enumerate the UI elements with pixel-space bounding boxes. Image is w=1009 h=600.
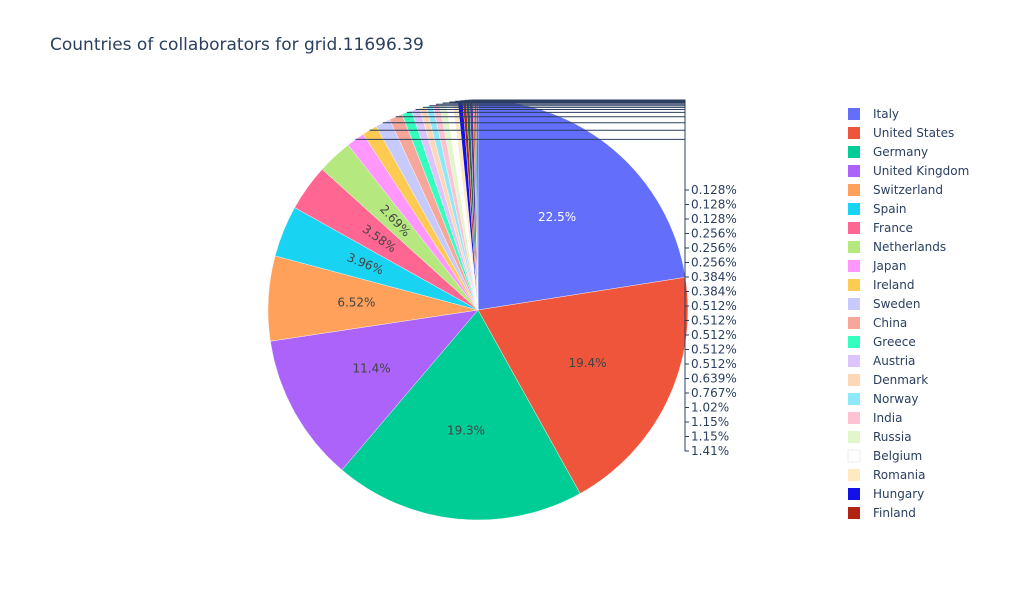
legend-item-netherlands[interactable]: Netherlands — [848, 240, 946, 254]
legend-item-india[interactable]: India — [848, 411, 902, 425]
pie-slices — [268, 100, 688, 520]
slice-label-united-states: 19.4% — [568, 356, 606, 370]
legend-item-romania[interactable]: Romania — [848, 468, 925, 482]
slice-label-other-22: 0.256% — [691, 241, 737, 255]
legend-swatch — [848, 450, 860, 462]
slice-label-united-kingdom: 11.4% — [353, 362, 391, 376]
legend-label: Hungary — [873, 487, 924, 501]
slice-label-other-25: 0.128% — [691, 198, 737, 212]
legend-item-belgium[interactable]: Belgium — [848, 449, 922, 463]
legend-item-spain[interactable]: Spain — [848, 202, 907, 216]
legend-label: China — [873, 316, 907, 330]
legend-item-norway[interactable]: Norway — [848, 392, 919, 406]
legend-label: Finland — [873, 506, 916, 520]
legend-item-france[interactable]: France — [848, 221, 913, 235]
legend-item-denmark[interactable]: Denmark — [848, 373, 928, 387]
legend-item-united-kingdom[interactable]: United Kingdom — [848, 164, 969, 178]
slice-label-sweden: 1.15% — [691, 415, 729, 429]
legend-swatch — [848, 469, 860, 481]
legend-label: Germany — [873, 145, 928, 159]
legend-label: India — [873, 411, 902, 425]
legend-label: Greece — [873, 335, 916, 349]
legend-swatch — [848, 298, 860, 310]
legend-label: Netherlands — [873, 240, 946, 254]
legend-swatch — [848, 184, 860, 196]
legend-swatch — [848, 127, 860, 139]
legend-label: Spain — [873, 202, 907, 216]
slice-label-greece: 0.767% — [691, 386, 737, 400]
legend-swatch — [848, 507, 860, 519]
legend-item-china[interactable]: China — [848, 316, 907, 330]
slice-label-finland: 0.256% — [691, 256, 737, 270]
slice-label-other-24: 0.128% — [691, 212, 737, 226]
legend-swatch — [848, 279, 860, 291]
legend-item-switzerland[interactable]: Switzerland — [848, 183, 943, 197]
legend-label: Japan — [872, 259, 906, 273]
legend-swatch — [848, 355, 860, 367]
legend-label: Austria — [873, 354, 915, 368]
legend-item-finland[interactable]: Finland — [848, 506, 916, 520]
slice-label-belgium: 0.512% — [691, 299, 737, 313]
legend-swatch — [848, 412, 860, 424]
legend-label: Italy — [873, 107, 899, 121]
legend-swatch — [848, 165, 860, 177]
legend-label: Switzerland — [873, 183, 943, 197]
slice-label-austria: 0.639% — [691, 372, 737, 386]
slice-label-hungary: 0.384% — [691, 270, 737, 284]
legend-item-hungary[interactable]: Hungary — [848, 487, 924, 501]
legend-item-japan[interactable]: Japan — [848, 259, 906, 273]
legend-swatch — [848, 260, 860, 272]
legend-label: Russia — [873, 430, 912, 444]
legend-label: United States — [873, 126, 954, 140]
legend-label: Ireland — [873, 278, 915, 292]
legend-item-ireland[interactable]: Ireland — [848, 278, 915, 292]
slice-label-india: 0.512% — [691, 328, 737, 342]
pie-slice-italy — [478, 100, 685, 310]
legend-item-united-states[interactable]: United States — [848, 126, 954, 140]
legend-swatch — [848, 222, 860, 234]
slice-label-china: 1.02% — [691, 401, 729, 415]
slice-label-other-23: 0.256% — [691, 227, 737, 241]
legend-swatch — [848, 374, 860, 386]
slice-label-other-26: 0.128% — [691, 183, 737, 197]
slice-label-russia: 0.512% — [691, 314, 737, 328]
legend-swatch — [848, 108, 860, 120]
slice-label-italy: 22.5% — [538, 210, 576, 224]
legend-label: Romania — [873, 468, 925, 482]
legend-label: United Kingdom — [873, 164, 969, 178]
legend-item-russia[interactable]: Russia — [848, 430, 912, 444]
legend-item-sweden[interactable]: Sweden — [848, 297, 920, 311]
legend-swatch — [848, 317, 860, 329]
legend-swatch — [848, 146, 860, 158]
legend-item-austria[interactable]: Austria — [848, 354, 915, 368]
slice-label-ireland: 1.15% — [691, 430, 729, 444]
legend-swatch — [848, 431, 860, 443]
slice-label-norway: 0.512% — [691, 343, 737, 357]
chart-title: Countries of collaborators for grid.1169… — [50, 35, 424, 55]
legend-label: France — [873, 221, 913, 235]
slice-label-romania: 0.384% — [691, 285, 737, 299]
slice-label-japan: 1.41% — [691, 444, 729, 458]
slice-label-germany: 19.3% — [447, 424, 485, 438]
legend-item-greece[interactable]: Greece — [848, 335, 916, 349]
legend: Italy United States Germany United Kingdom S… — [848, 107, 969, 520]
legend-swatch — [848, 203, 860, 215]
legend-item-italy[interactable]: Italy — [848, 107, 899, 121]
legend-swatch — [848, 393, 860, 405]
slice-label-switzerland: 6.52% — [337, 296, 375, 310]
legend-label: Belgium — [873, 449, 922, 463]
legend-swatch — [848, 336, 860, 348]
slice-label-denmark: 0.512% — [691, 357, 737, 371]
legend-swatch — [848, 241, 860, 253]
legend-label: Sweden — [873, 297, 920, 311]
legend-label: Denmark — [873, 373, 928, 387]
legend-label: Norway — [873, 392, 919, 406]
legend-item-germany[interactable]: Germany — [848, 145, 928, 159]
legend-swatch — [848, 488, 860, 500]
